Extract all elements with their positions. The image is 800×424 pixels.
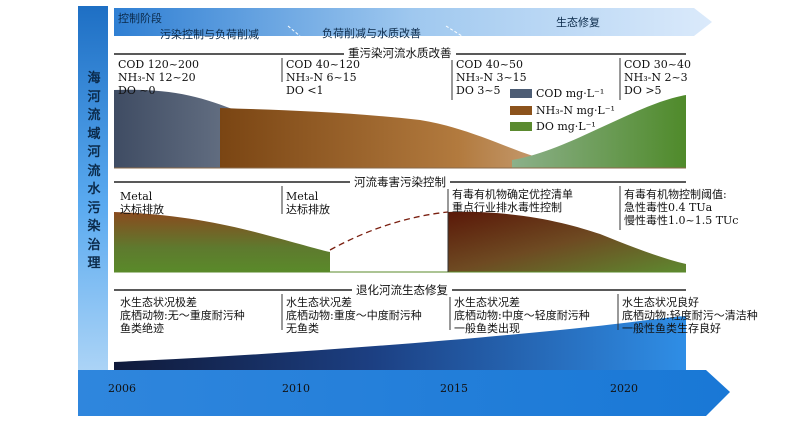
stage-3-label: 生态修复 <box>556 16 600 29</box>
panel1-title: 重污染河流水质改善 <box>344 46 456 60</box>
do-area <box>512 95 686 168</box>
panel1-annotation-2006: COD 120~200 NH₃-N 12~20 DO ~0 <box>118 58 199 97</box>
legend-cod-swatch <box>510 89 532 98</box>
panel1-annotation-2020: COD 30~40 NH₃-N 2~3 DO >5 <box>624 58 691 97</box>
stage-2-label: 负荷削减与水质改善 <box>322 27 421 40</box>
panel2-annotation-2020: 有毒有机物控制阈值: 急性毒性0.4 TUa 慢性毒性1.0~1.5 TUc <box>624 188 739 227</box>
year-2020: 2020 <box>610 382 638 395</box>
legend-do-swatch <box>510 122 532 131</box>
stage-bar-label: 控制阶段 <box>118 12 162 25</box>
panel2-annotation-2015: 有毒有机物确定优控清单 重点行业排水毒性控制 <box>452 188 573 214</box>
panel2-annotation-2006: Metal 达标排放 <box>120 190 164 216</box>
panel3-title: 退化河流生态修复 <box>352 283 452 297</box>
stage-divider-2 <box>445 25 463 37</box>
panel3-annotation-2015: 水生态状况差 底栖动物:中度～轻度耐污种 一般鱼类出现 <box>454 296 590 335</box>
panel2-title: 河流毒害污染控制 <box>350 175 450 189</box>
timeline-arrow <box>78 370 730 416</box>
toxic-area-1 <box>114 212 330 272</box>
panel3-annotation-2010: 水生态状况差 底栖动物:重度～中度耐污种 无鱼类 <box>286 296 422 335</box>
legend-nh3n-label: NH₃-N mg·L⁻¹ <box>536 104 615 117</box>
stage-bar <box>114 8 712 36</box>
panel1-annotation-2010: COD 40~120 NH₃-N 6~15 DO <1 <box>286 58 360 97</box>
panel3-annotation-2006: 水生态状况极差 底栖动物:无～重度耐污种 鱼类绝迹 <box>120 296 245 335</box>
toxic-dashed-link <box>329 211 449 251</box>
panel1-annotation-2015: COD 40~50 NH₃-N 3~15 DO 3~5 <box>456 58 527 97</box>
sidebar-title: 海河流域河流水污染治理 <box>87 71 101 271</box>
legend-cod-label: COD mg·L⁻¹ <box>536 87 605 100</box>
year-2006: 2006 <box>108 382 136 395</box>
year-2015: 2015 <box>440 382 468 395</box>
panel3-annotation-2020: 水生态状况良好 底栖动物:轻度耐污～清洁种 一般性鱼类生存良好 <box>622 296 758 335</box>
year-2010: 2010 <box>282 382 310 395</box>
sidebar-bar <box>78 6 108 404</box>
legend-do-label: DO mg·L⁻¹ <box>536 120 596 133</box>
panel2-annotation-2010: Metal 达标排放 <box>286 190 330 216</box>
eco-area <box>114 316 686 370</box>
stage-divider-1 <box>287 25 301 37</box>
stage-1-label: 污染控制与负荷削减 <box>160 28 259 41</box>
toxic-area-2 <box>448 211 686 272</box>
nh3n-area <box>220 108 560 168</box>
legend-nh3n-swatch <box>510 106 532 115</box>
